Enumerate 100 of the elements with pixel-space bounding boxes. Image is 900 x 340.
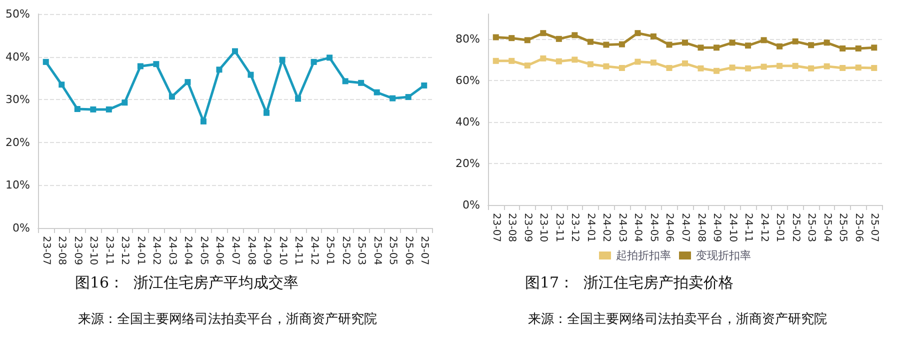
- x-tick-label: 25-07: [418, 236, 430, 266]
- point: [760, 37, 767, 44]
- x-tick-label: 24-03: [616, 213, 628, 242]
- x-tick-label: 24-01: [134, 236, 146, 266]
- x-tick-label: 24-05: [198, 236, 209, 266]
- point: [729, 64, 736, 71]
- source-note: 来源：全国主要网络司法拍卖平台，浙商资产研究院: [528, 311, 827, 327]
- x-tick-label: 23-09: [522, 213, 533, 242]
- text: 图16： 浙江住宅房产平均成交率: [75, 274, 299, 292]
- point: [508, 35, 515, 42]
- x-tick-label: 23-08: [506, 213, 518, 242]
- x-tick-label: 24-07: [230, 236, 240, 266]
- point: [264, 110, 270, 116]
- x-tick-label: 25-01: [324, 236, 336, 266]
- point: [326, 54, 333, 61]
- point: [618, 41, 625, 48]
- point: [421, 82, 428, 88]
- x-tick-label: 25-04: [821, 213, 832, 242]
- point: [855, 45, 862, 52]
- point: [216, 66, 222, 73]
- y-tick-label: 0%: [12, 222, 30, 234]
- point: [492, 58, 499, 64]
- point: [58, 82, 65, 88]
- x-tick-label: 24-09: [261, 236, 272, 266]
- y-tick-label: 40%: [6, 50, 30, 64]
- point: [390, 95, 396, 102]
- x-tick-label: 23-08: [56, 236, 68, 266]
- legend-label: 起拍折扣率: [616, 249, 671, 262]
- y-tick-label: 50%: [6, 8, 30, 20]
- point: [279, 56, 286, 63]
- x-tick-label: 25-06: [402, 236, 414, 266]
- point: [556, 58, 562, 64]
- point: [682, 40, 688, 46]
- point: [745, 65, 752, 72]
- point: [90, 106, 96, 112]
- x-tick-label: 24-09: [711, 213, 722, 242]
- x-tick-label: 24-08: [695, 213, 706, 242]
- x-tick-label: 25-01: [774, 213, 786, 242]
- y-tick-label: 10%: [6, 178, 30, 192]
- point: [295, 96, 302, 102]
- x-tick-label: 25-04: [371, 236, 382, 266]
- point: [572, 56, 578, 63]
- x-tick-label: 25-03: [806, 213, 817, 242]
- x-tick-label: 23-11: [103, 236, 114, 266]
- x-tick-label: 25-05: [837, 213, 848, 242]
- point: [871, 44, 878, 51]
- point: [808, 42, 814, 48]
- x-tick-label: 23-11: [553, 213, 564, 242]
- x-tick-label: 24-12: [308, 236, 320, 266]
- point: [603, 42, 610, 48]
- y-tick-label: 40%: [456, 115, 480, 128]
- point: [824, 63, 830, 70]
- point: [776, 43, 783, 50]
- point: [248, 72, 254, 78]
- point: [587, 38, 594, 45]
- x-tick-label: 24-06: [664, 213, 675, 242]
- point: [42, 58, 49, 65]
- point: [666, 42, 672, 48]
- point: [776, 62, 783, 69]
- point: [698, 65, 704, 72]
- x-tick-label: 23-12: [569, 213, 580, 242]
- point: [745, 42, 752, 49]
- x-tick-label: 24-11: [292, 236, 304, 266]
- point: [792, 62, 798, 69]
- point: [650, 33, 656, 40]
- y-tick-label: 30%: [6, 93, 30, 106]
- point: [168, 94, 175, 100]
- point: [760, 64, 767, 70]
- point: [358, 80, 364, 86]
- x-tick-label: 23-09: [72, 236, 83, 266]
- x-tick-label: 24-02: [600, 213, 612, 242]
- y-tick-label: 20%: [456, 156, 480, 170]
- y-tick-label: 60%: [456, 74, 480, 87]
- point: [508, 58, 515, 64]
- point: [153, 61, 160, 68]
- point: [137, 63, 144, 70]
- y-tick-label: 80%: [456, 32, 480, 46]
- point: [618, 64, 625, 71]
- point: [871, 64, 878, 71]
- x-tick-label: 23-10: [88, 236, 99, 266]
- x-tick-label: 25-07: [868, 213, 880, 242]
- point: [792, 38, 798, 44]
- y-tick-label: 20%: [6, 136, 30, 149]
- x-tick-label: 23-10: [538, 213, 549, 242]
- point: [682, 60, 688, 66]
- point: [74, 106, 80, 112]
- point: [824, 40, 830, 46]
- x-tick-label: 23-07: [40, 236, 52, 266]
- point: [714, 44, 720, 51]
- x-tick-label: 24-04: [632, 213, 644, 242]
- legend-label: 变现折扣率: [696, 249, 751, 262]
- x-tick-label: 24-08: [245, 236, 256, 266]
- x-tick-label: 24-06: [214, 236, 225, 266]
- point: [524, 37, 530, 44]
- x-tick-label: 25-02: [790, 213, 801, 242]
- point: [374, 89, 380, 96]
- x-tick-label: 24-11: [742, 213, 754, 242]
- point: [524, 62, 530, 68]
- x-tick-label: 25-02: [340, 236, 351, 266]
- x-tick-label: 24-10: [726, 213, 738, 242]
